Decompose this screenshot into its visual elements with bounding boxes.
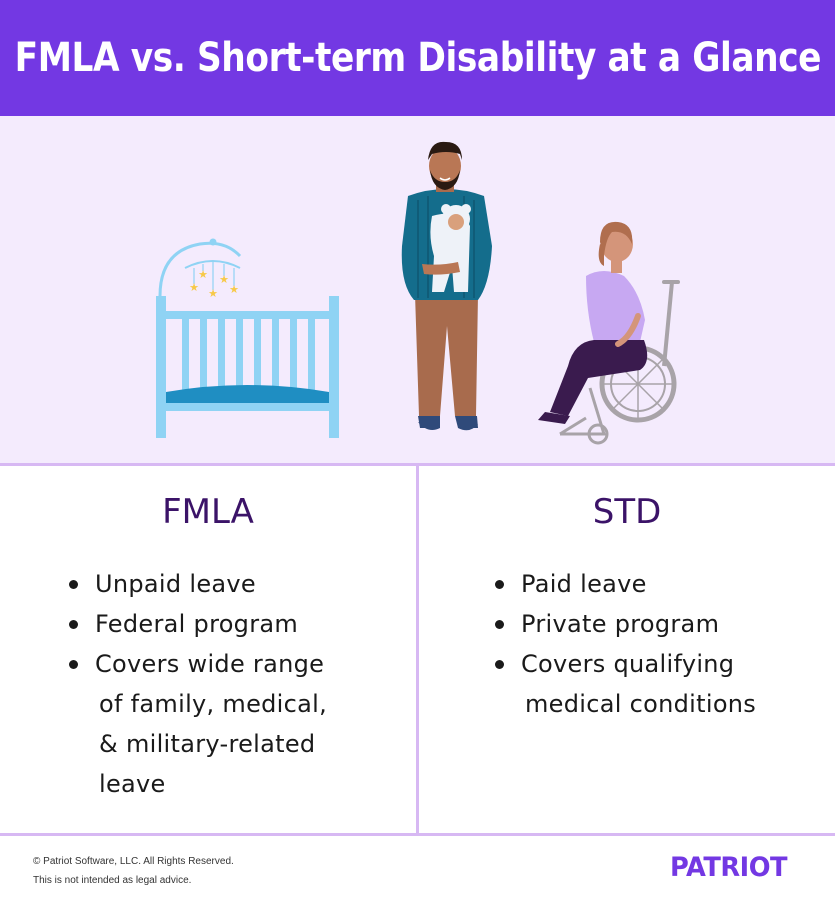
bullet-icon: [69, 660, 78, 669]
list-item: Unpaid leave: [65, 564, 327, 604]
svg-text:★: ★: [229, 284, 239, 296]
crib-icon: ★ ★ ★ ★ ★: [156, 238, 339, 438]
bullet-icon: [495, 660, 504, 669]
illustration-panel: ★ ★ ★ ★ ★: [0, 116, 835, 464]
person-in-wheelchair-icon: [538, 221, 680, 445]
patriot-logo: PATRIOT: [670, 852, 788, 883]
svg-text:★: ★: [208, 288, 218, 300]
std-heading: STD: [592, 492, 662, 532]
bullet-icon: [495, 620, 504, 629]
list-item: Covers qualifying medical conditions: [491, 644, 756, 724]
copyright-text: © Patriot Software, LLC. All Rights Rese…: [33, 856, 234, 867]
list-item: Federal program: [65, 604, 327, 644]
fmla-list: Unpaid leave Federal program Covers wide…: [65, 564, 327, 804]
std-column: STD Paid leave Private program Covers qu…: [419, 466, 835, 834]
svg-text:★: ★: [198, 269, 208, 281]
svg-text:★: ★: [219, 274, 229, 286]
list-item: Covers wide range of family, medical, & …: [65, 644, 327, 804]
svg-text:★: ★: [189, 282, 199, 294]
section-divider-top: [0, 463, 835, 466]
page-title: FMLA vs. Short-term Disability at a Glan…: [14, 35, 821, 81]
column-divider: [416, 466, 419, 834]
section-divider-bottom: [0, 833, 835, 836]
std-list: Paid leave Private program Covers qualif…: [491, 564, 756, 724]
bullet-icon: [69, 580, 78, 589]
footer-notes: © Patriot Software, LLC. All Rights Rese…: [33, 852, 234, 890]
disclaimer-text: This is not intended as legal advice.: [33, 875, 192, 886]
list-item: Paid leave: [491, 564, 756, 604]
fmla-heading: FMLA: [162, 492, 254, 532]
list-item: Private program: [491, 604, 756, 644]
fmla-column: FMLA Unpaid leave Federal program Covers…: [0, 466, 416, 834]
parent-holding-baby-icon: [401, 141, 492, 431]
bullet-icon: [69, 620, 78, 629]
bullet-icon: [495, 580, 504, 589]
header-banner: FMLA vs. Short-term Disability at a Glan…: [0, 0, 835, 116]
